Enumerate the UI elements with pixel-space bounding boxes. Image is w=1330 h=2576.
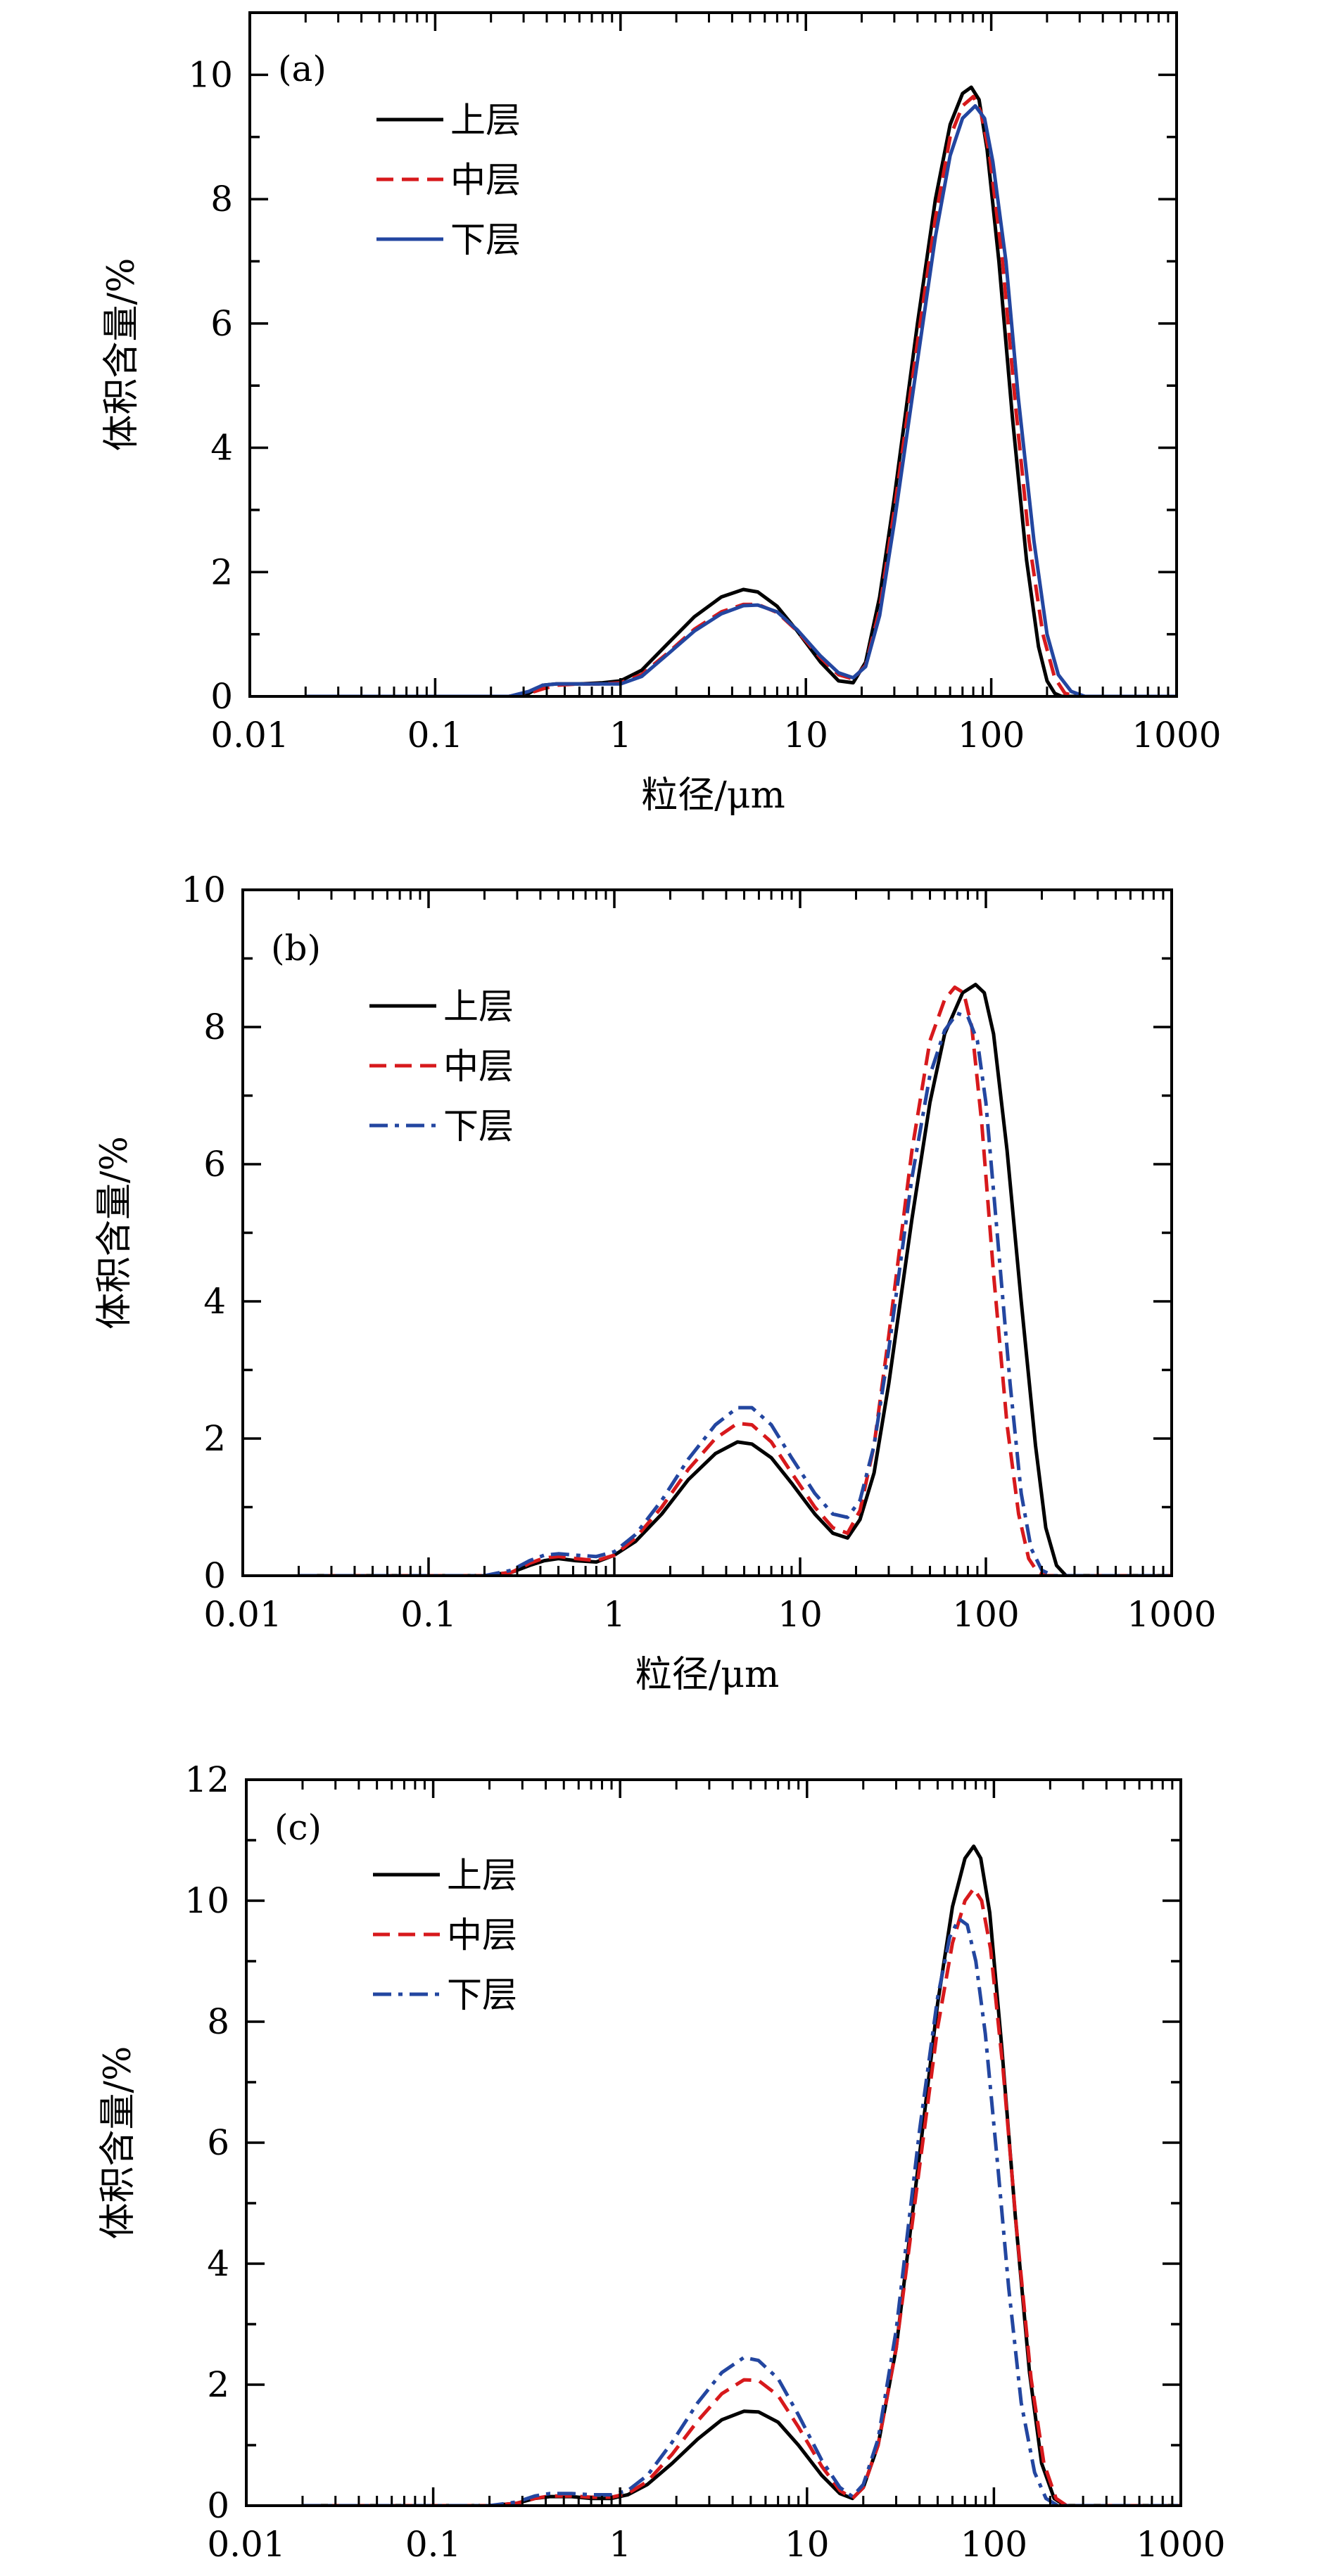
x-tick-label: 100 bbox=[961, 2524, 1027, 2565]
legend-label: 中层 bbox=[443, 1046, 514, 1087]
series-line-3 bbox=[305, 104, 1177, 696]
y-tick-label: 4 bbox=[210, 428, 233, 468]
y-axis-label: 体积含量/% bbox=[94, 1136, 136, 1330]
y-tick-label: 6 bbox=[210, 303, 233, 344]
series-line-2 bbox=[298, 986, 1172, 1576]
x-tick-label: 1000 bbox=[1127, 1594, 1216, 1635]
series-line-1 bbox=[298, 983, 1172, 1576]
x-tick-label: 100 bbox=[952, 1594, 1019, 1635]
panel-label: (b) bbox=[271, 928, 321, 969]
legend-label: 下层 bbox=[447, 1975, 517, 2015]
x-tick-label: 1 bbox=[609, 715, 632, 755]
x-tick-label: 0.01 bbox=[203, 1594, 281, 1635]
x-tick-label: 1000 bbox=[1132, 715, 1221, 755]
y-tick-label: 6 bbox=[207, 2122, 229, 2163]
legend-label: 中层 bbox=[447, 1915, 517, 1956]
y-tick-label: 4 bbox=[207, 2243, 229, 2284]
y-tick-label: 8 bbox=[203, 1007, 226, 1047]
x-tick-label: 0.1 bbox=[400, 1594, 457, 1635]
legend-label: 下层 bbox=[450, 219, 521, 260]
y-tick-label: 0 bbox=[207, 2485, 229, 2526]
x-tick-label: 10 bbox=[783, 715, 828, 755]
series-line-2 bbox=[303, 1887, 1181, 2506]
y-tick-label: 6 bbox=[203, 1144, 226, 1185]
y-tick-label: 2 bbox=[207, 2364, 229, 2405]
series-line-3 bbox=[298, 1012, 1172, 1576]
series-line-3 bbox=[303, 1917, 1181, 2506]
legend-label: 上层 bbox=[450, 100, 521, 141]
panel-label: (c) bbox=[274, 1807, 322, 1848]
y-tick-label: 8 bbox=[207, 2001, 229, 2042]
x-axis-label: 粒径/μm bbox=[635, 1654, 780, 1696]
y-tick-label: 10 bbox=[188, 54, 233, 95]
x-axis-label: 粒径/μm bbox=[641, 774, 785, 817]
legend-label: 下层 bbox=[443, 1106, 514, 1147]
x-tick-label: 10 bbox=[778, 1594, 823, 1635]
x-tick-label: 10 bbox=[785, 2524, 830, 2565]
panel-label: (a) bbox=[278, 49, 327, 89]
legend-label: 上层 bbox=[443, 986, 514, 1027]
y-tick-label: 10 bbox=[184, 1880, 229, 1921]
y-tick-label: 8 bbox=[210, 179, 233, 219]
x-tick-label: 0.01 bbox=[207, 2524, 285, 2565]
legend-label: 中层 bbox=[450, 160, 521, 200]
series-line-1 bbox=[303, 1844, 1181, 2506]
x-tick-label: 1000 bbox=[1136, 2524, 1225, 2565]
x-tick-label: 1 bbox=[609, 2524, 631, 2565]
y-tick-label: 0 bbox=[210, 676, 233, 717]
chart-panel-3: 0.010.11101001000024681012粒径/μm体积含量/%(c)… bbox=[97, 1759, 1226, 2565]
plot-frame bbox=[248, 11, 1178, 698]
x-tick-label: 0.1 bbox=[407, 715, 464, 755]
y-tick-label: 2 bbox=[210, 551, 233, 592]
y-tick-label: 4 bbox=[203, 1281, 226, 1322]
x-tick-label: 1 bbox=[603, 1594, 626, 1635]
plot-frame bbox=[241, 888, 1173, 1577]
legend-label: 上层 bbox=[447, 1855, 517, 1896]
y-tick-label: 0 bbox=[203, 1555, 226, 1596]
plot-frame bbox=[245, 1778, 1182, 2507]
y-axis-label: 体积含量/% bbox=[97, 2046, 139, 2240]
x-tick-label: 0.1 bbox=[405, 2524, 462, 2565]
chart-panel-2: 0.01 0.1 1 10 100 1000 0 2 4 6 8 10 粒径/μm 体积含量/% (b) 上层… bbox=[94, 869, 1217, 1696]
y-tick-label: 2 bbox=[203, 1418, 226, 1459]
y-axis-label: 体积含量/% bbox=[101, 258, 143, 452]
x-tick-label: 0.01 bbox=[210, 715, 289, 755]
y-tick-label: 12 bbox=[184, 1759, 229, 1800]
x-tick-label: 100 bbox=[958, 715, 1025, 755]
y-tick-label: 10 bbox=[181, 869, 226, 910]
chart-panel-1: 0.01 0.1 1 10 100 1000 0 2 4 6 8 10 粒径/μm 体积含量/% (a) 上层… bbox=[101, 11, 1222, 817]
